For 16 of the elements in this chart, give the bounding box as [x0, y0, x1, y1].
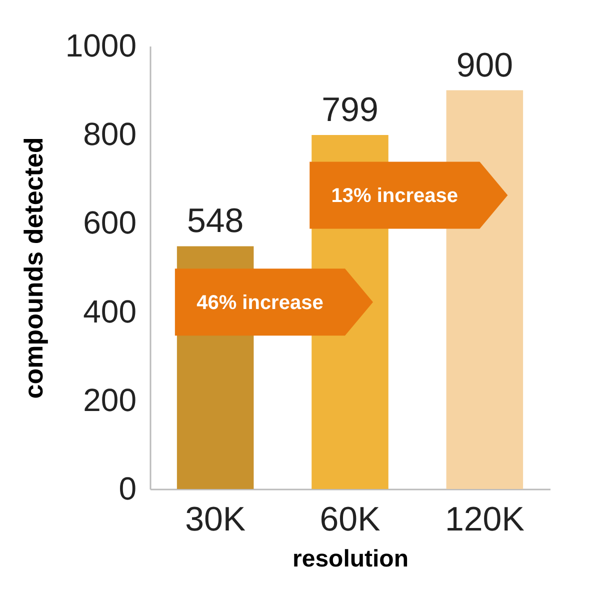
y-tick-label: 800 [83, 116, 136, 152]
annotation: 46% increase [196, 292, 324, 314]
x-tick-label: 60K [320, 500, 381, 538]
y-tick-label: 200 [83, 382, 136, 418]
y-axis-title: compounds detected [18, 137, 48, 399]
data-label: 799 [322, 91, 378, 130]
data-label: 548 [186, 202, 244, 240]
y-tick-label: 400 [83, 293, 136, 330]
y-tick-label: 0 [118, 470, 136, 506]
y-tick-label: 600 [83, 204, 136, 241]
x-tick-label: 120K [444, 500, 525, 538]
data-label: 900 [456, 46, 514, 84]
x-tick-label: 30K [185, 500, 246, 538]
annotation: 13% increase [331, 185, 458, 208]
x-axis-title: resolution [292, 546, 409, 572]
y-tick-label: 1000 [65, 28, 136, 64]
